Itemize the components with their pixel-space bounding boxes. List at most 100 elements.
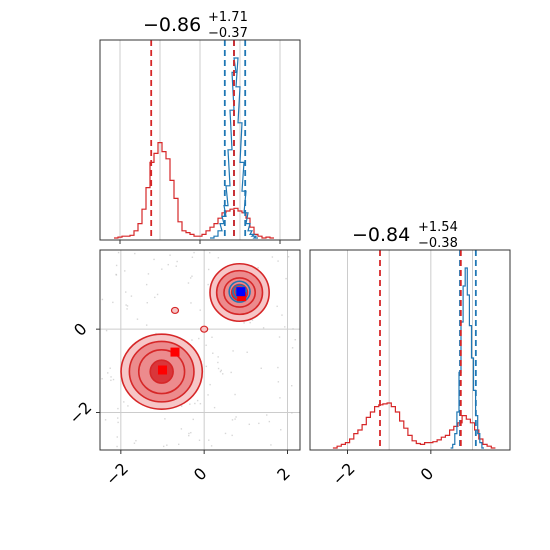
scatter-point (246, 351, 248, 353)
scatter-point (210, 445, 213, 447)
marker-blue (236, 287, 246, 297)
scatter-point (101, 298, 104, 301)
marginal-y-title-sub: −0.38 (418, 236, 458, 251)
scatter-point (243, 322, 245, 324)
scatter-point (232, 350, 234, 352)
scatter-point (167, 263, 169, 266)
marginal-y-quantile-lines (379, 250, 477, 450)
scatter-point (291, 385, 293, 387)
scatter-point (123, 401, 125, 403)
scatter-point (194, 402, 196, 405)
marginal-x-title: −0.86 +1.71 −0.37 (143, 10, 248, 41)
scatter-point (101, 378, 103, 380)
joint-markers (158, 287, 247, 375)
marker-red (237, 292, 247, 302)
scatter-point (192, 418, 194, 421)
joint-xtick-label: 0 (190, 464, 211, 485)
scatter-point (112, 378, 115, 381)
scatter-point (294, 339, 296, 341)
scatter-point (198, 439, 201, 441)
marginal-x-histograms (114, 57, 274, 239)
scatter-point (136, 318, 139, 320)
scatter-point (107, 372, 109, 374)
marginal-y-frame (309, 249, 511, 451)
scatter-point (262, 327, 265, 329)
scatter-point (234, 418, 236, 420)
scatter-point (156, 293, 159, 296)
scatter-point (207, 283, 209, 286)
scatter-point (105, 329, 108, 332)
histogram-blue (210, 57, 258, 239)
joint-panel: −2 0 2 −2 0 (65, 249, 301, 489)
marginal-y-title-sup: +1.54 (418, 220, 458, 235)
scatter-point (190, 431, 192, 434)
scatter-point (270, 444, 272, 446)
scatter-point (187, 282, 190, 284)
scatter-point (257, 267, 259, 269)
scatter-point (199, 309, 201, 311)
marginal-y-title: −0.84 +1.54 −0.38 (352, 220, 458, 251)
scatter-point (217, 257, 220, 259)
scatter-point (110, 379, 112, 382)
scatter-point (280, 429, 282, 431)
scatter-point (230, 371, 232, 374)
scatter-point (169, 254, 171, 256)
scatter-point (209, 252, 211, 254)
scatter-point (109, 367, 111, 369)
scatter-point (266, 414, 268, 416)
scatter-point (268, 420, 271, 423)
scatter-point (176, 260, 178, 263)
scatter-point (285, 277, 287, 280)
scatter-point (281, 314, 283, 316)
scatter-point (224, 432, 227, 435)
scatter-point (260, 367, 262, 369)
scatter-point (124, 270, 126, 272)
scatter-point (104, 419, 107, 421)
scatter-point (234, 393, 236, 396)
marginal-y-panel: −2 0 −0.84 +1.54 −0.38 (309, 220, 511, 489)
scatter-point (207, 268, 210, 271)
scatter-point (249, 321, 251, 324)
scatter-point (217, 367, 220, 370)
joint-ytick-label: 0 (70, 319, 91, 340)
contour-red-blob (200, 325, 209, 333)
scatter-point (133, 442, 136, 444)
scatter-point (277, 366, 279, 369)
scatter-point (166, 444, 168, 446)
scatter-point (189, 277, 192, 279)
marginal-y-xtick-label: 0 (417, 464, 438, 485)
scatter-point (147, 273, 150, 275)
scatter-point (278, 336, 281, 338)
histogram-red (332, 402, 496, 449)
scatter-point (217, 356, 219, 358)
joint-ytick-label: −2 (65, 398, 95, 428)
scatter-point (292, 328, 294, 330)
scatter-point (110, 376, 112, 378)
scatter-point (135, 439, 137, 442)
scatter-point (134, 252, 136, 255)
joint-contours (120, 262, 270, 410)
scatter-point (145, 324, 148, 326)
scatter-point (191, 339, 193, 341)
marginal-x-ticks (119, 240, 281, 244)
scatter-point (213, 406, 216, 409)
scatter-point (209, 383, 211, 386)
scatter-point (277, 381, 280, 383)
scatter-point (248, 423, 251, 426)
scatter-point (126, 308, 128, 310)
scatter-point (188, 434, 190, 437)
marginal-x-quantile-lines (150, 40, 247, 240)
scatter-point (117, 417, 119, 419)
scatter-point (116, 436, 118, 438)
scatter-point (276, 305, 278, 308)
scatter-point (112, 301, 114, 304)
scatter-point (115, 273, 117, 276)
scatter-point (188, 432, 190, 435)
marginal-y-histograms (332, 267, 496, 449)
marginal-y-grid (347, 250, 473, 450)
scatter-point (235, 416, 237, 418)
scatter-point (117, 251, 120, 254)
scatter-point (251, 319, 254, 321)
scatter-point (211, 336, 213, 338)
histogram-blue (450, 267, 484, 449)
